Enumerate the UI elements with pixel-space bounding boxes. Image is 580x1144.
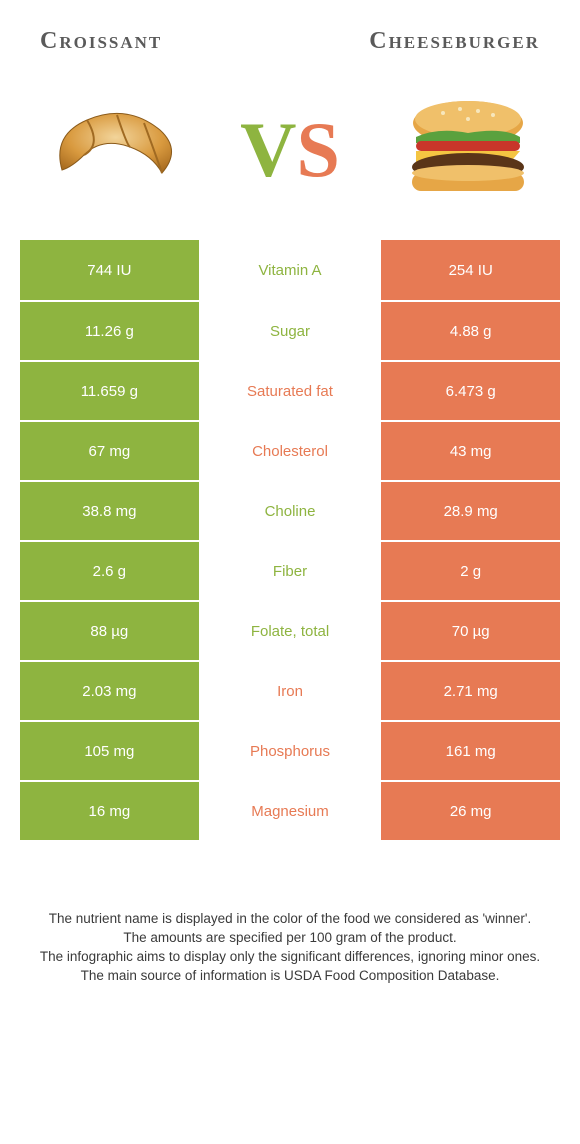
left-value-cell: 38.8 mg	[20, 482, 201, 540]
table-row: 2.03 mgIron2.71 mg	[20, 660, 560, 720]
left-food-title: Croissant	[40, 28, 162, 55]
vs-v: V	[240, 105, 296, 195]
footer-notes: The nutrient name is displayed in the co…	[0, 840, 580, 986]
right-value-cell: 161 mg	[381, 722, 560, 780]
croissant-image	[32, 85, 192, 215]
table-row: 2.6 gFiber2 g	[20, 540, 560, 600]
nutrient-label-cell: Iron	[201, 662, 382, 720]
nutrient-label-cell: Saturated fat	[201, 362, 382, 420]
left-value-cell: 2.03 mg	[20, 662, 201, 720]
nutrient-label-cell: Vitamin A	[201, 240, 382, 300]
table-row: 16 mgMagnesium26 mg	[20, 780, 560, 840]
table-row: 105 mgPhosphorus161 mg	[20, 720, 560, 780]
nutrient-label-cell: Fiber	[201, 542, 382, 600]
table-row: 88 µgFolate, total70 µg	[20, 600, 560, 660]
cheeseburger-image	[388, 85, 548, 215]
right-value-cell: 6.473 g	[381, 362, 560, 420]
left-value-cell: 88 µg	[20, 602, 201, 660]
right-value-cell: 26 mg	[381, 782, 560, 840]
right-value-cell: 2.71 mg	[381, 662, 560, 720]
images-row: VS	[0, 65, 580, 240]
left-value-cell: 67 mg	[20, 422, 201, 480]
right-value-cell: 28.9 mg	[381, 482, 560, 540]
footer-line: The main source of information is USDA F…	[30, 967, 550, 986]
nutrient-label-cell: Sugar	[201, 302, 382, 360]
footer-line: The amounts are specified per 100 gram o…	[30, 929, 550, 948]
left-value-cell: 105 mg	[20, 722, 201, 780]
right-value-cell: 43 mg	[381, 422, 560, 480]
left-value-cell: 11.659 g	[20, 362, 201, 420]
left-value-cell: 744 IU	[20, 240, 201, 300]
left-value-cell: 16 mg	[20, 782, 201, 840]
vs-label: VS	[240, 105, 340, 195]
table-row: 744 IUVitamin A254 IU	[20, 240, 560, 300]
table-row: 11.659 gSaturated fat6.473 g	[20, 360, 560, 420]
nutrient-label-cell: Choline	[201, 482, 382, 540]
table-row: 38.8 mgCholine28.9 mg	[20, 480, 560, 540]
comparison-header: Croissant Cheeseburger	[0, 0, 580, 65]
nutrient-label-cell: Phosphorus	[201, 722, 382, 780]
footer-line: The infographic aims to display only the…	[30, 948, 550, 967]
right-value-cell: 70 µg	[381, 602, 560, 660]
right-value-cell: 4.88 g	[381, 302, 560, 360]
nutrient-table: 744 IUVitamin A254 IU11.26 gSugar4.88 g1…	[20, 240, 560, 840]
right-value-cell: 2 g	[381, 542, 560, 600]
left-value-cell: 2.6 g	[20, 542, 201, 600]
nutrient-label-cell: Cholesterol	[201, 422, 382, 480]
footer-line: The nutrient name is displayed in the co…	[30, 910, 550, 929]
vs-s: S	[296, 105, 339, 195]
left-value-cell: 11.26 g	[20, 302, 201, 360]
right-value-cell: 254 IU	[381, 240, 560, 300]
nutrient-label-cell: Magnesium	[201, 782, 382, 840]
right-food-title: Cheeseburger	[369, 28, 540, 55]
table-row: 11.26 gSugar4.88 g	[20, 300, 560, 360]
table-row: 67 mgCholesterol43 mg	[20, 420, 560, 480]
nutrient-label-cell: Folate, total	[201, 602, 382, 660]
